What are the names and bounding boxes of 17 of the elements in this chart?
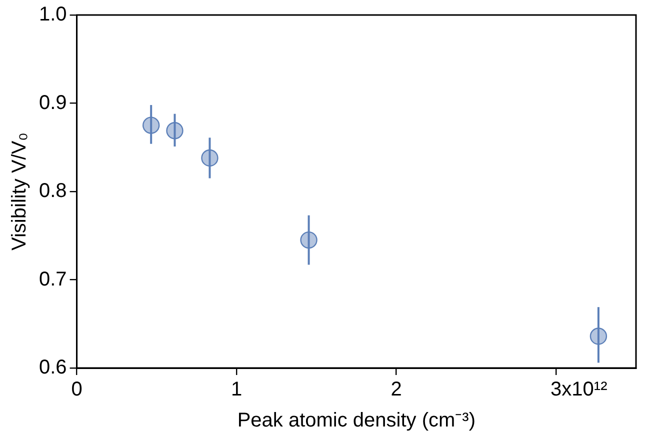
point — [300, 231, 318, 249]
point — [590, 328, 608, 345]
y-tick-label: 0.9 — [38, 92, 67, 114]
x-tick-label: 0 — [71, 378, 82, 401]
y-tick-label: 0.8 — [38, 180, 67, 202]
point — [201, 149, 218, 167]
x-tick-label: 3 — [550, 378, 562, 401]
y-tick-label: 0.7 — [38, 268, 67, 290]
point — [142, 116, 160, 134]
x-tick-label: 2 — [390, 378, 402, 401]
y-tick-label: 0.6 — [38, 356, 67, 379]
text: x10¹² — [562, 378, 608, 401]
y-axis-title: Visibility V/V₀ — [8, 132, 31, 250]
x-tick-label: 1 — [231, 378, 242, 401]
y-tick-label: 1.0 — [38, 4, 67, 26]
x-axis-title: Peak atomic density (cm⁻³) — [237, 410, 476, 432]
point — [166, 122, 184, 140]
